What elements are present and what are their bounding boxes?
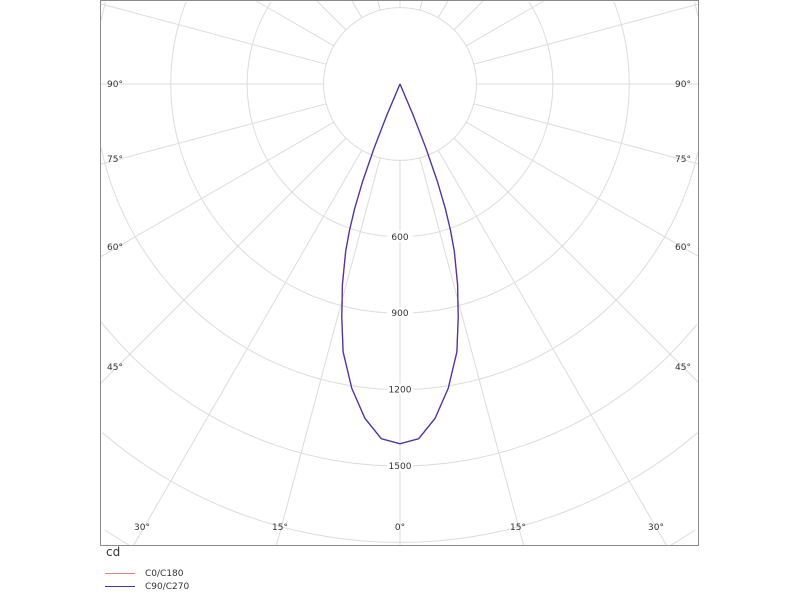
- angle-label-left-60: 60°: [107, 243, 123, 253]
- grid-spoke: [255, 0, 335, 47]
- angle-label-left-90: 90°: [107, 80, 123, 90]
- angle-label-bottom-30-left: 30°: [134, 523, 150, 533]
- angle-label-bottom-15-right: 15°: [510, 523, 526, 533]
- grid-spoke: [465, 0, 545, 47]
- radial-label-bg: [387, 460, 413, 471]
- grid-spoke: [419, 0, 423, 11]
- legend-item-c90-c270: C90/C270: [105, 580, 189, 593]
- grid-spoke: [133, 149, 363, 546]
- radial-tick-label: 600: [391, 233, 408, 243]
- grid-ring: [100, 321, 698, 467]
- angle-label-bottom-15-left: 15°: [272, 523, 288, 533]
- angle-labels: 90° 75° 60° 45° 90° 75° 60° 45° 30° 15° …: [107, 80, 691, 533]
- legend-label-c90-c270: C90/C270: [145, 581, 190, 592]
- grid-spoke: [377, 0, 381, 11]
- grid-spoke: [453, 137, 699, 383]
- legend-label-c0-c180: C0/C180: [145, 568, 184, 579]
- legend-item-c0-c180: C0/C180: [105, 567, 189, 580]
- grid-spoke: [316, 0, 347, 31]
- legend-swatch-c90-c270: [105, 586, 135, 587]
- unit-label: cd: [106, 545, 121, 559]
- legend-swatch-c0-c180: [105, 573, 135, 574]
- curve-c90-c270: [341, 83, 459, 445]
- polar-grid: [100, 0, 699, 546]
- angle-label-right-45: 45°: [675, 363, 691, 373]
- grid-ring: [323, 7, 477, 161]
- angle-label-bottom-0: 0°: [395, 523, 405, 533]
- angle-label-right-75: 75°: [675, 155, 691, 165]
- grid-spoke: [100, 137, 347, 384]
- grid-spoke: [100, 121, 335, 258]
- grid-spoke: [453, 0, 484, 31]
- legend: C0/C180 C90/C270: [105, 567, 189, 593]
- radial-tick-label: 1200: [389, 386, 412, 396]
- angle-label-left-45: 45°: [107, 363, 123, 373]
- grid-spoke: [437, 0, 449, 19]
- grid-spoke: [465, 121, 699, 257]
- radial-label-bg: [387, 230, 413, 242]
- angle-label-right-90: 90°: [675, 80, 691, 90]
- radial-tick-label: 900: [391, 309, 408, 319]
- angle-label-bottom-30-right: 30°: [648, 523, 664, 533]
- grid-ring: [246, 1, 554, 238]
- grid-spoke: [419, 157, 524, 546]
- angle-label-right-60: 60°: [675, 243, 691, 253]
- grid-spoke: [276, 157, 381, 546]
- grid-ring: [100, 2, 699, 391]
- grid-ring: [101, 432, 699, 543]
- grid-spoke: [100, 3, 327, 65]
- grid-ring: [104, 529, 696, 546]
- grid-spoke: [437, 149, 667, 546]
- radial-label-bg: [387, 383, 413, 395]
- grid-spoke: [473, 3, 699, 65]
- plot-frame: [100, 0, 699, 546]
- radial-tick-label: 1500: [389, 462, 412, 472]
- intensity-curves: [341, 83, 459, 445]
- angle-label-left-75: 75°: [107, 155, 123, 165]
- radial-label-bg: [387, 307, 413, 319]
- grid-spoke: [351, 0, 363, 19]
- radial-tick-labels: 600 900 1200 1500: [387, 230, 413, 472]
- grid-ring: [170, 1, 630, 314]
- grid-spoke: [100, 103, 327, 165]
- grid-spoke: [473, 103, 699, 165]
